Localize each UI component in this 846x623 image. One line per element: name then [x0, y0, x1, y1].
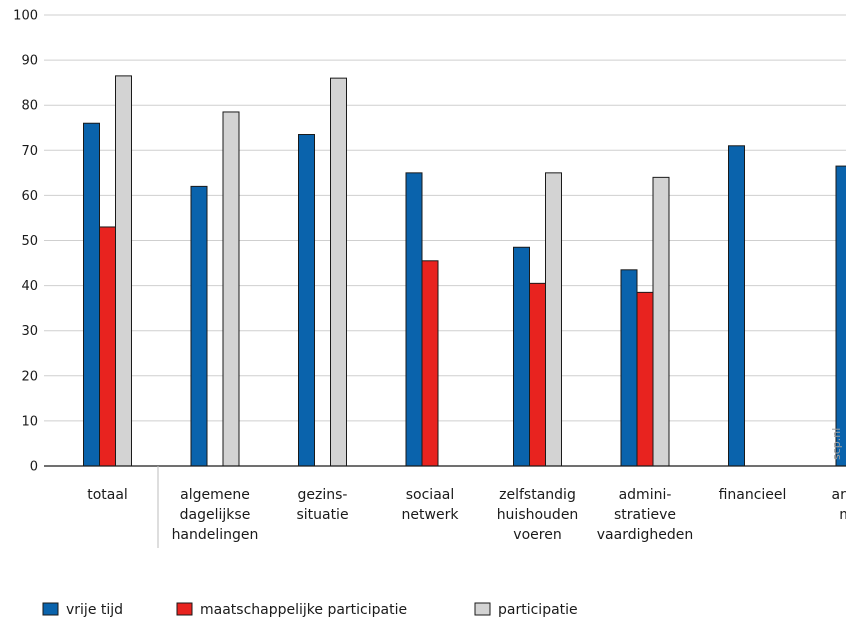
bar-2-2	[330, 77, 347, 467]
bar-3-0	[405, 172, 423, 467]
category-label: financieel	[719, 487, 787, 503]
legend-swatch-0	[42, 602, 59, 616]
bar-5-1	[636, 291, 654, 467]
y-tick-label: 60	[21, 189, 38, 204]
y-tick-label: 30	[21, 324, 38, 339]
category-label: voeren	[513, 527, 561, 543]
gridlines	[44, 14, 846, 422]
bar-0-2	[115, 75, 132, 467]
y-tick-label: 50	[21, 234, 38, 249]
bar-4-0	[513, 246, 530, 467]
y-axis-tick-labels: 0 10 20 30 40 50 60 70 80 90 100	[13, 9, 38, 475]
legend-swatch-1	[176, 602, 193, 616]
bars	[83, 75, 846, 467]
category-label: dagelijkse	[180, 507, 251, 523]
legend-label-0: vrije tijd	[66, 602, 123, 618]
y-tick-label: 40	[21, 279, 38, 294]
bar-4-2	[545, 172, 562, 467]
category-label: admini-	[619, 487, 672, 503]
y-tick-label: 80	[21, 99, 38, 114]
legend: vrije tijd maatschappelijke participatie p…	[42, 602, 578, 618]
category-label: markt	[839, 507, 846, 523]
legend-swatch-2	[474, 602, 491, 616]
bar-7-0	[835, 165, 846, 467]
bar-4-1	[529, 282, 546, 467]
y-tick-label: 10	[21, 414, 38, 429]
category-label: netwerk	[402, 507, 460, 523]
bar-5-2	[652, 176, 670, 467]
category-label: huishouden	[497, 507, 579, 523]
bar-6-0	[728, 145, 745, 467]
category-label: vaardigheden	[597, 527, 693, 543]
bar-1-2	[222, 111, 240, 467]
category-label: handelingen	[172, 527, 259, 543]
category-label: sociaal	[406, 487, 455, 503]
category-labels: totaal algemene dagelijkse handelingen gezin…	[87, 487, 846, 543]
bar-3-1	[421, 260, 439, 467]
bar-0-0	[83, 122, 100, 467]
y-tick-label: 100	[13, 9, 38, 24]
category-label: arbeids-	[832, 487, 846, 503]
category-label: gezins-	[298, 487, 348, 503]
category-label: algemene	[180, 487, 250, 503]
y-tick-label: 90	[21, 54, 38, 69]
bar-5-0	[620, 269, 638, 467]
category-label: stratieve	[614, 507, 676, 523]
bar-0-1	[99, 226, 116, 467]
category-label: situatie	[296, 507, 348, 523]
legend-label-2: participatie	[498, 602, 578, 618]
legend-label-1: maatschappelijke participatie	[200, 602, 407, 618]
bar-2-0	[298, 134, 315, 467]
category-label: zelfstandig	[499, 487, 576, 503]
y-tick-label: 0	[30, 460, 38, 475]
y-tick-label: 20	[21, 369, 38, 384]
y-tick-label: 70	[21, 144, 38, 159]
category-label: totaal	[87, 487, 128, 503]
bar-1-0	[190, 185, 208, 467]
watermark-label: scp.nl	[830, 428, 843, 460]
